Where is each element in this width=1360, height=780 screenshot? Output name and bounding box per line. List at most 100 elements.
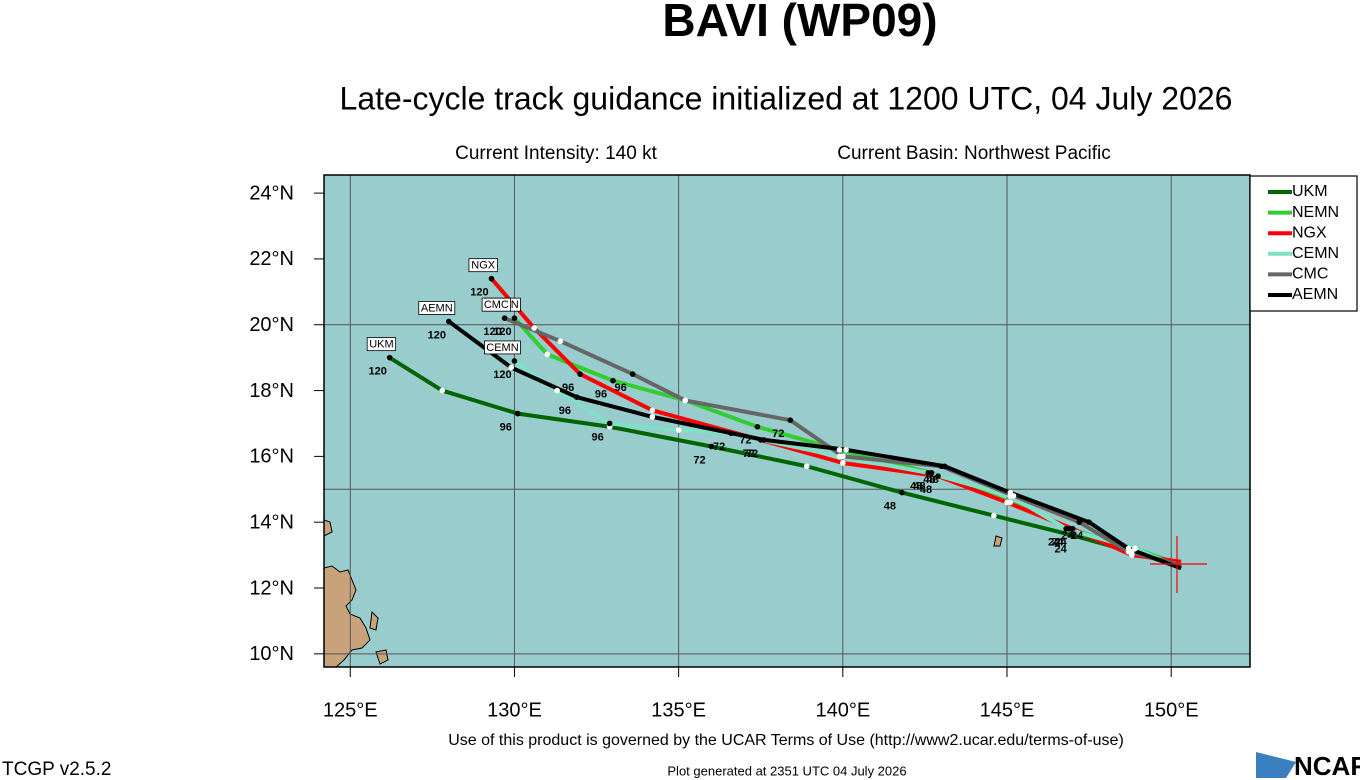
forecast-point	[1086, 519, 1092, 525]
forecast-point	[557, 338, 564, 344]
forecast-point	[445, 318, 452, 325]
track-name-box	[468, 258, 498, 273]
forecast-point	[1125, 545, 1132, 552]
hour-label: 24	[1055, 543, 1068, 555]
forecast-point	[606, 420, 613, 427]
forecast-point	[511, 358, 518, 364]
y-tick-label: 16°N	[249, 446, 294, 468]
forecast-point	[439, 387, 446, 394]
hour-label: 24	[1061, 530, 1074, 542]
hour-label: 120	[493, 369, 511, 381]
hour-label: 48	[926, 474, 938, 486]
hour-label: 120	[483, 326, 501, 338]
land	[323, 519, 1003, 668]
hour-label: 120	[428, 329, 446, 341]
legend-label: NEMN	[1292, 204, 1339, 221]
forecast-point	[649, 407, 656, 414]
hour-label: 24	[1055, 537, 1068, 549]
y-tick-label: 20°N	[249, 314, 294, 336]
hour-label: 48	[920, 484, 932, 496]
generated: Plot generated at 2351 UTC 04 July 2026	[667, 763, 906, 778]
forecast-point	[787, 417, 794, 423]
track-name: UKM	[369, 339, 393, 351]
forecast-point	[514, 410, 521, 417]
forecast-point	[386, 354, 393, 361]
x-tick-label: 140°E	[815, 699, 870, 721]
hour-label: 120	[368, 366, 386, 378]
hour-label: 120	[470, 287, 488, 299]
hour-label: 96	[562, 382, 574, 394]
forecast-point	[803, 463, 810, 470]
track-name-box	[484, 340, 521, 355]
hour-label: 24	[1051, 537, 1064, 549]
y-tick-label: 14°N	[249, 511, 294, 533]
forecast-point	[1004, 499, 1010, 506]
forecast-point	[544, 351, 551, 358]
legend-label: AEMN	[1292, 286, 1338, 303]
forecast-point	[511, 315, 518, 321]
hour-label: 72	[713, 441, 725, 453]
hour-label: 72	[772, 428, 784, 440]
hour-label: 96	[592, 431, 604, 443]
grid-group	[324, 175, 1250, 667]
chart-subtitle: Late-cycle track guidance initialized at…	[340, 80, 1233, 116]
forecast-point	[708, 443, 715, 450]
hour-label: 72	[693, 454, 705, 466]
legend-label: CMC	[1292, 266, 1328, 283]
forecast-point	[501, 315, 508, 321]
forecast-point	[761, 437, 767, 443]
y-tick-label: 24°N	[249, 182, 294, 204]
version: TCGP v2.5.2	[2, 759, 111, 780]
hour-label: 96	[595, 389, 607, 401]
hour-label: 24	[1048, 537, 1061, 549]
map-frame	[323, 174, 1251, 668]
hour-label: 72	[746, 448, 758, 460]
terms: Use of this product is governed by the U…	[448, 732, 1124, 749]
landmass	[369, 610, 379, 631]
hour-label: 120	[493, 326, 511, 338]
forecast-point	[629, 371, 636, 377]
intensity: Current Intensity: 140 kt	[455, 143, 657, 164]
track-name: AEMN	[421, 302, 453, 314]
forecast-point	[577, 371, 583, 377]
forecast-point	[1132, 545, 1138, 552]
forecast-point	[935, 473, 941, 479]
forecast-point	[925, 470, 931, 476]
hour-label: 24	[1071, 530, 1084, 542]
forecast-point	[649, 414, 656, 420]
y-tick-label: 22°N	[249, 248, 294, 270]
storm-position	[1150, 536, 1207, 593]
landmass	[993, 535, 1003, 547]
y-tick-label: 10°N	[249, 643, 294, 665]
forecast-point	[531, 325, 537, 331]
x-tick-label: 130°E	[487, 699, 542, 721]
forecast-point	[574, 394, 580, 400]
forecast-point	[508, 364, 514, 371]
forecast-point	[840, 460, 846, 466]
forecast-point	[941, 463, 948, 470]
track-name: CEMN	[486, 342, 518, 354]
hour-label: 48	[913, 481, 925, 493]
hour-label: 72	[739, 435, 751, 447]
forecast-point	[728, 430, 734, 437]
hour-label: 72	[743, 448, 755, 460]
track-name-box	[366, 337, 397, 352]
chart-title: BAVI (WP09)	[662, 0, 937, 46]
landmass	[323, 565, 371, 668]
x-tick-label: 150°E	[1144, 699, 1199, 721]
y-tick-label: 12°N	[249, 577, 294, 599]
track-name: CMC	[484, 299, 509, 311]
legend-label: NGX	[1292, 224, 1327, 241]
legend-label: UKM	[1292, 183, 1328, 200]
forecast-point	[610, 377, 616, 384]
x-tick-label: 135°E	[651, 699, 706, 721]
forecast-point	[1007, 489, 1014, 496]
forecast-point	[754, 423, 761, 430]
hour-label: 48	[884, 500, 896, 512]
legend-box	[1249, 175, 1358, 312]
forecast-point	[899, 489, 905, 496]
forecast-point	[682, 397, 689, 404]
legend-label: CEMN	[1292, 245, 1339, 262]
tracks: 24487296120UKM24487296120NEMN24487296120…	[366, 258, 1182, 571]
